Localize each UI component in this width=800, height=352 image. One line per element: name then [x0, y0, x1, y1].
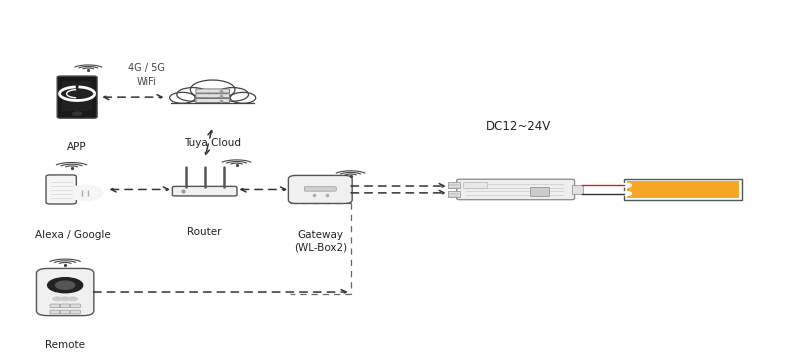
Circle shape — [53, 297, 62, 301]
FancyBboxPatch shape — [70, 310, 80, 314]
FancyBboxPatch shape — [288, 175, 352, 203]
FancyBboxPatch shape — [530, 187, 549, 196]
Circle shape — [170, 92, 195, 103]
Circle shape — [217, 88, 249, 101]
Circle shape — [190, 80, 235, 99]
FancyBboxPatch shape — [57, 76, 97, 118]
FancyBboxPatch shape — [457, 179, 574, 200]
FancyBboxPatch shape — [172, 186, 237, 196]
Circle shape — [68, 297, 78, 301]
FancyBboxPatch shape — [448, 191, 460, 197]
Circle shape — [48, 278, 82, 293]
Text: Router: Router — [187, 227, 222, 237]
FancyBboxPatch shape — [46, 175, 76, 204]
FancyBboxPatch shape — [196, 89, 230, 93]
FancyBboxPatch shape — [196, 94, 230, 98]
Circle shape — [60, 297, 70, 301]
FancyBboxPatch shape — [196, 99, 230, 102]
Text: Gateway
(WL-Box2): Gateway (WL-Box2) — [294, 231, 347, 252]
Text: Tuya Cloud: Tuya Cloud — [184, 138, 241, 148]
Circle shape — [67, 186, 102, 200]
FancyBboxPatch shape — [50, 304, 59, 308]
Circle shape — [622, 183, 631, 187]
FancyBboxPatch shape — [572, 185, 583, 194]
Text: APP: APP — [67, 142, 87, 152]
FancyBboxPatch shape — [62, 81, 92, 111]
Text: Alexa / Google: Alexa / Google — [35, 231, 111, 240]
FancyBboxPatch shape — [60, 304, 70, 308]
Circle shape — [230, 92, 256, 103]
FancyBboxPatch shape — [625, 179, 742, 200]
FancyBboxPatch shape — [448, 182, 460, 188]
FancyBboxPatch shape — [70, 304, 80, 308]
Text: DC12~24V: DC12~24V — [486, 120, 551, 133]
FancyBboxPatch shape — [304, 187, 336, 191]
FancyBboxPatch shape — [463, 182, 487, 188]
FancyBboxPatch shape — [37, 269, 94, 316]
Circle shape — [56, 281, 74, 289]
FancyBboxPatch shape — [627, 181, 739, 198]
Circle shape — [622, 191, 631, 196]
Circle shape — [72, 112, 82, 116]
Text: 4G / 5G
WiFi: 4G / 5G WiFi — [128, 63, 165, 87]
FancyBboxPatch shape — [50, 310, 59, 314]
FancyBboxPatch shape — [60, 310, 70, 314]
FancyBboxPatch shape — [171, 96, 254, 103]
Circle shape — [177, 88, 209, 101]
Text: Remote: Remote — [45, 340, 85, 350]
